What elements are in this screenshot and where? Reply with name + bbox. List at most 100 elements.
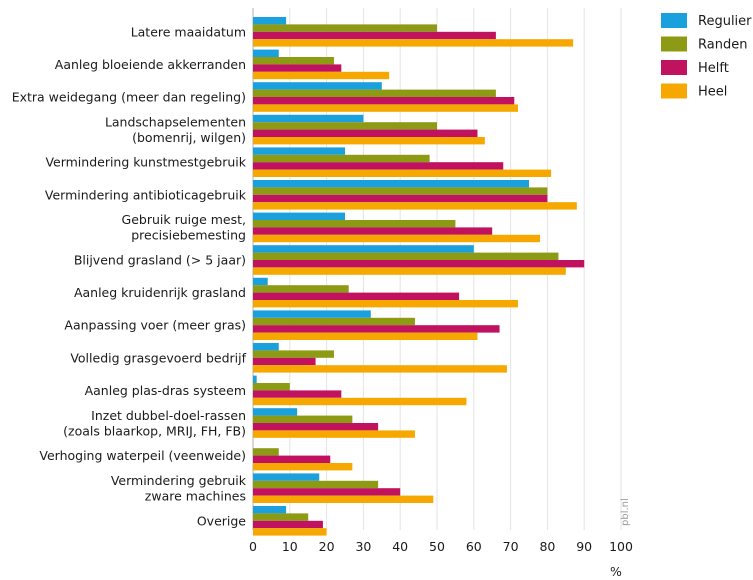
x-tick-label: 40 bbox=[392, 539, 408, 554]
bar-randen bbox=[253, 89, 496, 97]
category-label: Aanleg kruidenrijk grasland bbox=[74, 285, 246, 300]
bar-helft bbox=[253, 260, 585, 268]
bar-regulier bbox=[253, 147, 345, 155]
bar-regulier bbox=[253, 408, 298, 416]
bar-heel bbox=[253, 169, 552, 177]
category-label: zware machines bbox=[145, 488, 246, 503]
bar-heel bbox=[253, 332, 478, 340]
x-tick-label: 30 bbox=[355, 539, 371, 554]
bar-randen bbox=[253, 415, 353, 423]
x-tick-label: 50 bbox=[429, 539, 445, 554]
bar-regulier bbox=[253, 17, 287, 25]
bar-regulier bbox=[253, 82, 382, 90]
x-tick-label: 10 bbox=[282, 539, 298, 554]
x-tick-label: 70 bbox=[503, 539, 519, 554]
category-label: Overige bbox=[197, 513, 246, 528]
bars bbox=[253, 17, 585, 536]
category-label: Inzet dubbel-doel-rassen bbox=[91, 408, 246, 423]
bar-randen bbox=[253, 220, 456, 228]
category-label: Aanleg bloeiende akkerranden bbox=[55, 57, 246, 72]
bar-heel bbox=[253, 202, 577, 210]
bar-randen bbox=[253, 448, 279, 456]
bar-regulier bbox=[253, 212, 345, 220]
category-label: Volledig grasgevoerd bedrijf bbox=[70, 350, 246, 365]
bar-randen bbox=[253, 252, 559, 260]
category-label: Blijvend grasland (> 5 jaar) bbox=[74, 253, 246, 268]
bar-heel bbox=[253, 463, 353, 471]
bar-helft bbox=[253, 162, 504, 170]
bar-randen bbox=[253, 317, 415, 326]
bar-heel bbox=[253, 71, 390, 80]
legend-label: Regulier bbox=[698, 14, 752, 29]
bar-heel bbox=[253, 137, 485, 145]
category-label: (bomenrij, wilgen) bbox=[132, 130, 246, 145]
bar-heel bbox=[253, 397, 467, 406]
bar-helft bbox=[253, 488, 401, 496]
legend-label: Helft bbox=[698, 61, 729, 76]
bar-heel bbox=[253, 39, 574, 47]
legend-swatch-heel bbox=[661, 83, 687, 99]
bar-heel bbox=[253, 300, 518, 308]
bar-regulier bbox=[253, 277, 268, 286]
bar-helft bbox=[253, 357, 316, 366]
x-tick-label: 20 bbox=[319, 539, 335, 554]
bar-helft bbox=[253, 64, 342, 72]
x-axis-unit: % bbox=[610, 564, 622, 579]
bar-randen bbox=[253, 24, 437, 32]
bar-randen bbox=[253, 154, 430, 163]
bar-regulier bbox=[253, 375, 257, 383]
category-label: (zoals blaarkop, MRIJ, FH, FB) bbox=[63, 423, 246, 438]
bar-helft bbox=[253, 325, 500, 333]
bar-randen bbox=[253, 285, 349, 293]
bar-helft bbox=[253, 129, 478, 137]
bar-helft bbox=[253, 227, 493, 235]
category-label: Vermindering antibioticagebruik bbox=[45, 187, 247, 202]
legend-swatch-randen bbox=[661, 36, 687, 52]
category-labels: Latere maaidatum Aanleg bloeiende akkerra… bbox=[12, 24, 247, 528]
x-tick-label: 0 bbox=[249, 539, 257, 554]
bar-helft bbox=[253, 423, 379, 431]
legend: Regulier Randen Helft Heel bbox=[661, 13, 752, 100]
category-label: Gebruik ruige mest, bbox=[122, 212, 246, 227]
category-label: Extra weidegang (meer dan regeling) bbox=[12, 90, 246, 105]
category-label: Verhoging waterpeil (veenweide) bbox=[39, 448, 246, 463]
x-tick-label: 90 bbox=[576, 539, 592, 554]
category-label: Vermindering gebruik bbox=[111, 473, 247, 488]
legend-label: Heel bbox=[698, 85, 727, 100]
category-label: Aanleg plas-dras systeem bbox=[85, 383, 246, 398]
bar-heel bbox=[253, 430, 415, 438]
category-label: Vermindering kunstmestgebruik bbox=[45, 155, 246, 170]
bar-randen bbox=[253, 57, 334, 65]
bar-heel bbox=[253, 495, 434, 503]
bar-randen bbox=[253, 122, 437, 130]
bar-regulier bbox=[253, 114, 364, 123]
category-label: Landschapselementen bbox=[105, 114, 246, 129]
x-tick-label: 60 bbox=[466, 539, 482, 554]
bar-helft bbox=[253, 31, 496, 40]
bar-randen bbox=[253, 350, 334, 358]
bar-randen bbox=[253, 383, 290, 391]
bar-randen bbox=[253, 513, 309, 521]
source-watermark: pbl.nl bbox=[620, 498, 631, 526]
bar-heel bbox=[253, 234, 541, 243]
category-label: Latere maaidatum bbox=[131, 24, 246, 39]
bar-helft bbox=[253, 292, 460, 300]
legend-swatch-helft bbox=[661, 60, 687, 75]
bar-regulier bbox=[253, 245, 474, 253]
bar-regulier bbox=[253, 49, 279, 57]
bar-heel bbox=[253, 267, 566, 275]
bar-helft bbox=[253, 194, 548, 203]
category-label: Aanpassing voer (meer gras) bbox=[64, 318, 246, 333]
legend-swatch-regulier bbox=[661, 13, 687, 28]
x-tick-label: 100 bbox=[609, 539, 633, 554]
category-label: precisiebemesting bbox=[131, 228, 246, 243]
bar-helft bbox=[253, 97, 515, 105]
bar-helft bbox=[253, 455, 331, 463]
bar-regulier bbox=[253, 506, 287, 514]
bar-randen bbox=[253, 480, 379, 489]
x-axis-ticks: 0 10 20 30 40 50 60 70 80 90 100 bbox=[249, 539, 633, 554]
legend-label: Randen bbox=[698, 38, 747, 53]
bar-randen bbox=[253, 187, 548, 195]
x-tick-label: 80 bbox=[539, 539, 555, 554]
bar-heel bbox=[253, 365, 507, 373]
